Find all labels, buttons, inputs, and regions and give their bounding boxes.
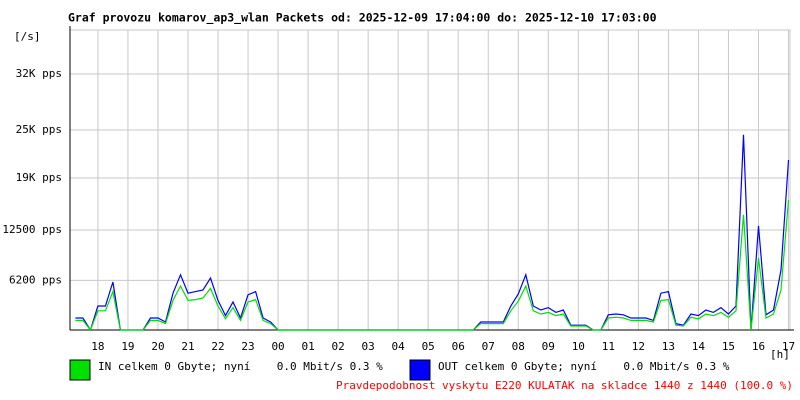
legend-swatch xyxy=(409,359,431,381)
x-tick-label: 12 xyxy=(632,340,645,353)
y-tick-label: 6200 pps xyxy=(9,273,62,286)
x-tick-label: 02 xyxy=(331,340,344,353)
x-tick-label: 19 xyxy=(121,340,134,353)
x-tick-label: 04 xyxy=(392,340,406,353)
x-tick-label: 22 xyxy=(211,340,224,353)
x-tick-label: 14 xyxy=(692,340,706,353)
y-axis-label: [/s] xyxy=(14,30,41,43)
x-tick-label: 09 xyxy=(542,340,555,353)
x-tick-label: 11 xyxy=(602,340,615,353)
x-tick-label: 17 xyxy=(782,340,795,353)
plot-area xyxy=(69,29,791,331)
x-tick-label: 07 xyxy=(482,340,495,353)
legend-swatch xyxy=(69,359,91,381)
x-tick-label: 16 xyxy=(752,340,765,353)
x-tick-label: 13 xyxy=(662,340,675,353)
x-tick-label: 23 xyxy=(241,340,254,353)
y-tick-label: 19K pps xyxy=(16,171,62,184)
footer: Pravdepodobnost vyskytu E220 KULATAK na … xyxy=(336,379,793,392)
x-tick-label: 21 xyxy=(181,340,194,353)
x-tick-label: 06 xyxy=(452,340,465,353)
chart-title: Graf provozu komarov_ap3_wlan Packets od… xyxy=(68,11,657,26)
x-axis-label: [h] xyxy=(770,348,790,361)
x-tick-label: 03 xyxy=(362,340,375,353)
x-tick-label: 18 xyxy=(91,340,104,353)
x-tick-label: 20 xyxy=(151,340,164,353)
x-tick-label: 15 xyxy=(722,340,735,353)
y-tick-label: 25K pps xyxy=(16,123,62,136)
y-tick-label: 32K pps xyxy=(16,67,62,80)
series-line xyxy=(75,199,790,332)
y-tick-label: 12500 pps xyxy=(2,223,62,236)
x-tick-label: 00 xyxy=(271,340,284,353)
x-tick-label: 10 xyxy=(572,340,585,353)
legend-label: OUT celkem 0 Gbyte; nyní 0.0 Mbit/s 0.3 … xyxy=(438,360,730,373)
x-tick-label: 08 xyxy=(512,340,525,353)
x-tick-label: 01 xyxy=(301,340,314,353)
x-tick-label: 05 xyxy=(422,340,435,353)
legend-label: IN celkem 0 Gbyte; nyní 0.0 Mbit/s 0.3 % xyxy=(98,360,383,373)
